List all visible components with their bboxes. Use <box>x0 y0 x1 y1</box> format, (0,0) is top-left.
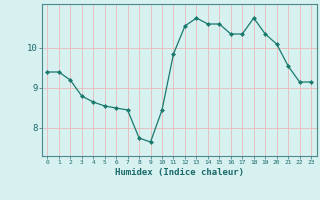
X-axis label: Humidex (Indice chaleur): Humidex (Indice chaleur) <box>115 168 244 177</box>
